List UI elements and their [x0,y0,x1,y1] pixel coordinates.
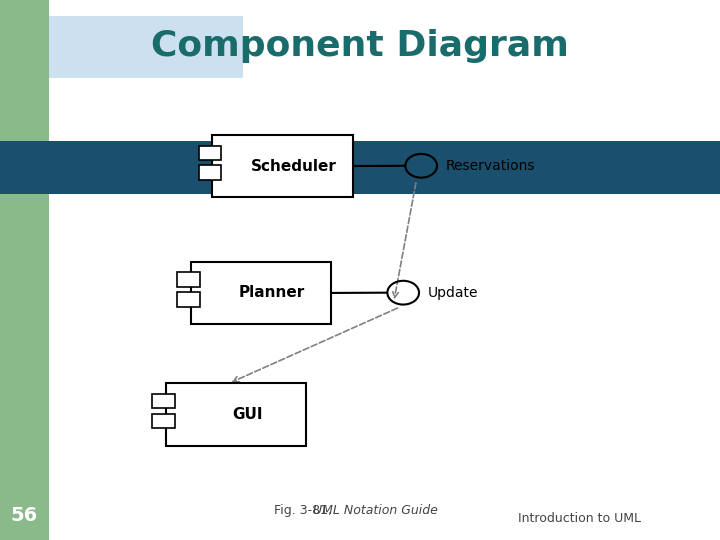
Text: UML Notation Guide: UML Notation Guide [313,504,438,517]
Bar [0,141,720,194]
Bar [177,273,199,287]
Bar [152,414,174,428]
Text: Planner: Planner [239,286,305,300]
Text: Fig. 3-81,: Fig. 3-81, [274,504,336,517]
Text: Scheduler: Scheduler [251,159,337,173]
Bar [212,135,353,197]
Text: Reservations: Reservations [446,159,535,173]
Bar [152,394,174,408]
Text: Introduction to UML: Introduction to UML [518,512,642,525]
Bar [199,146,221,160]
Text: Update: Update [428,286,478,300]
Bar [199,165,221,180]
Text: 56: 56 [11,506,38,525]
Text: GUI: GUI [232,407,262,422]
Bar [533,146,605,190]
Bar [166,383,306,446]
Bar [0,0,49,540]
Bar [191,262,331,324]
Bar [177,292,199,307]
Text: Component Diagram: Component Diagram [151,29,569,63]
Bar [49,16,243,78]
